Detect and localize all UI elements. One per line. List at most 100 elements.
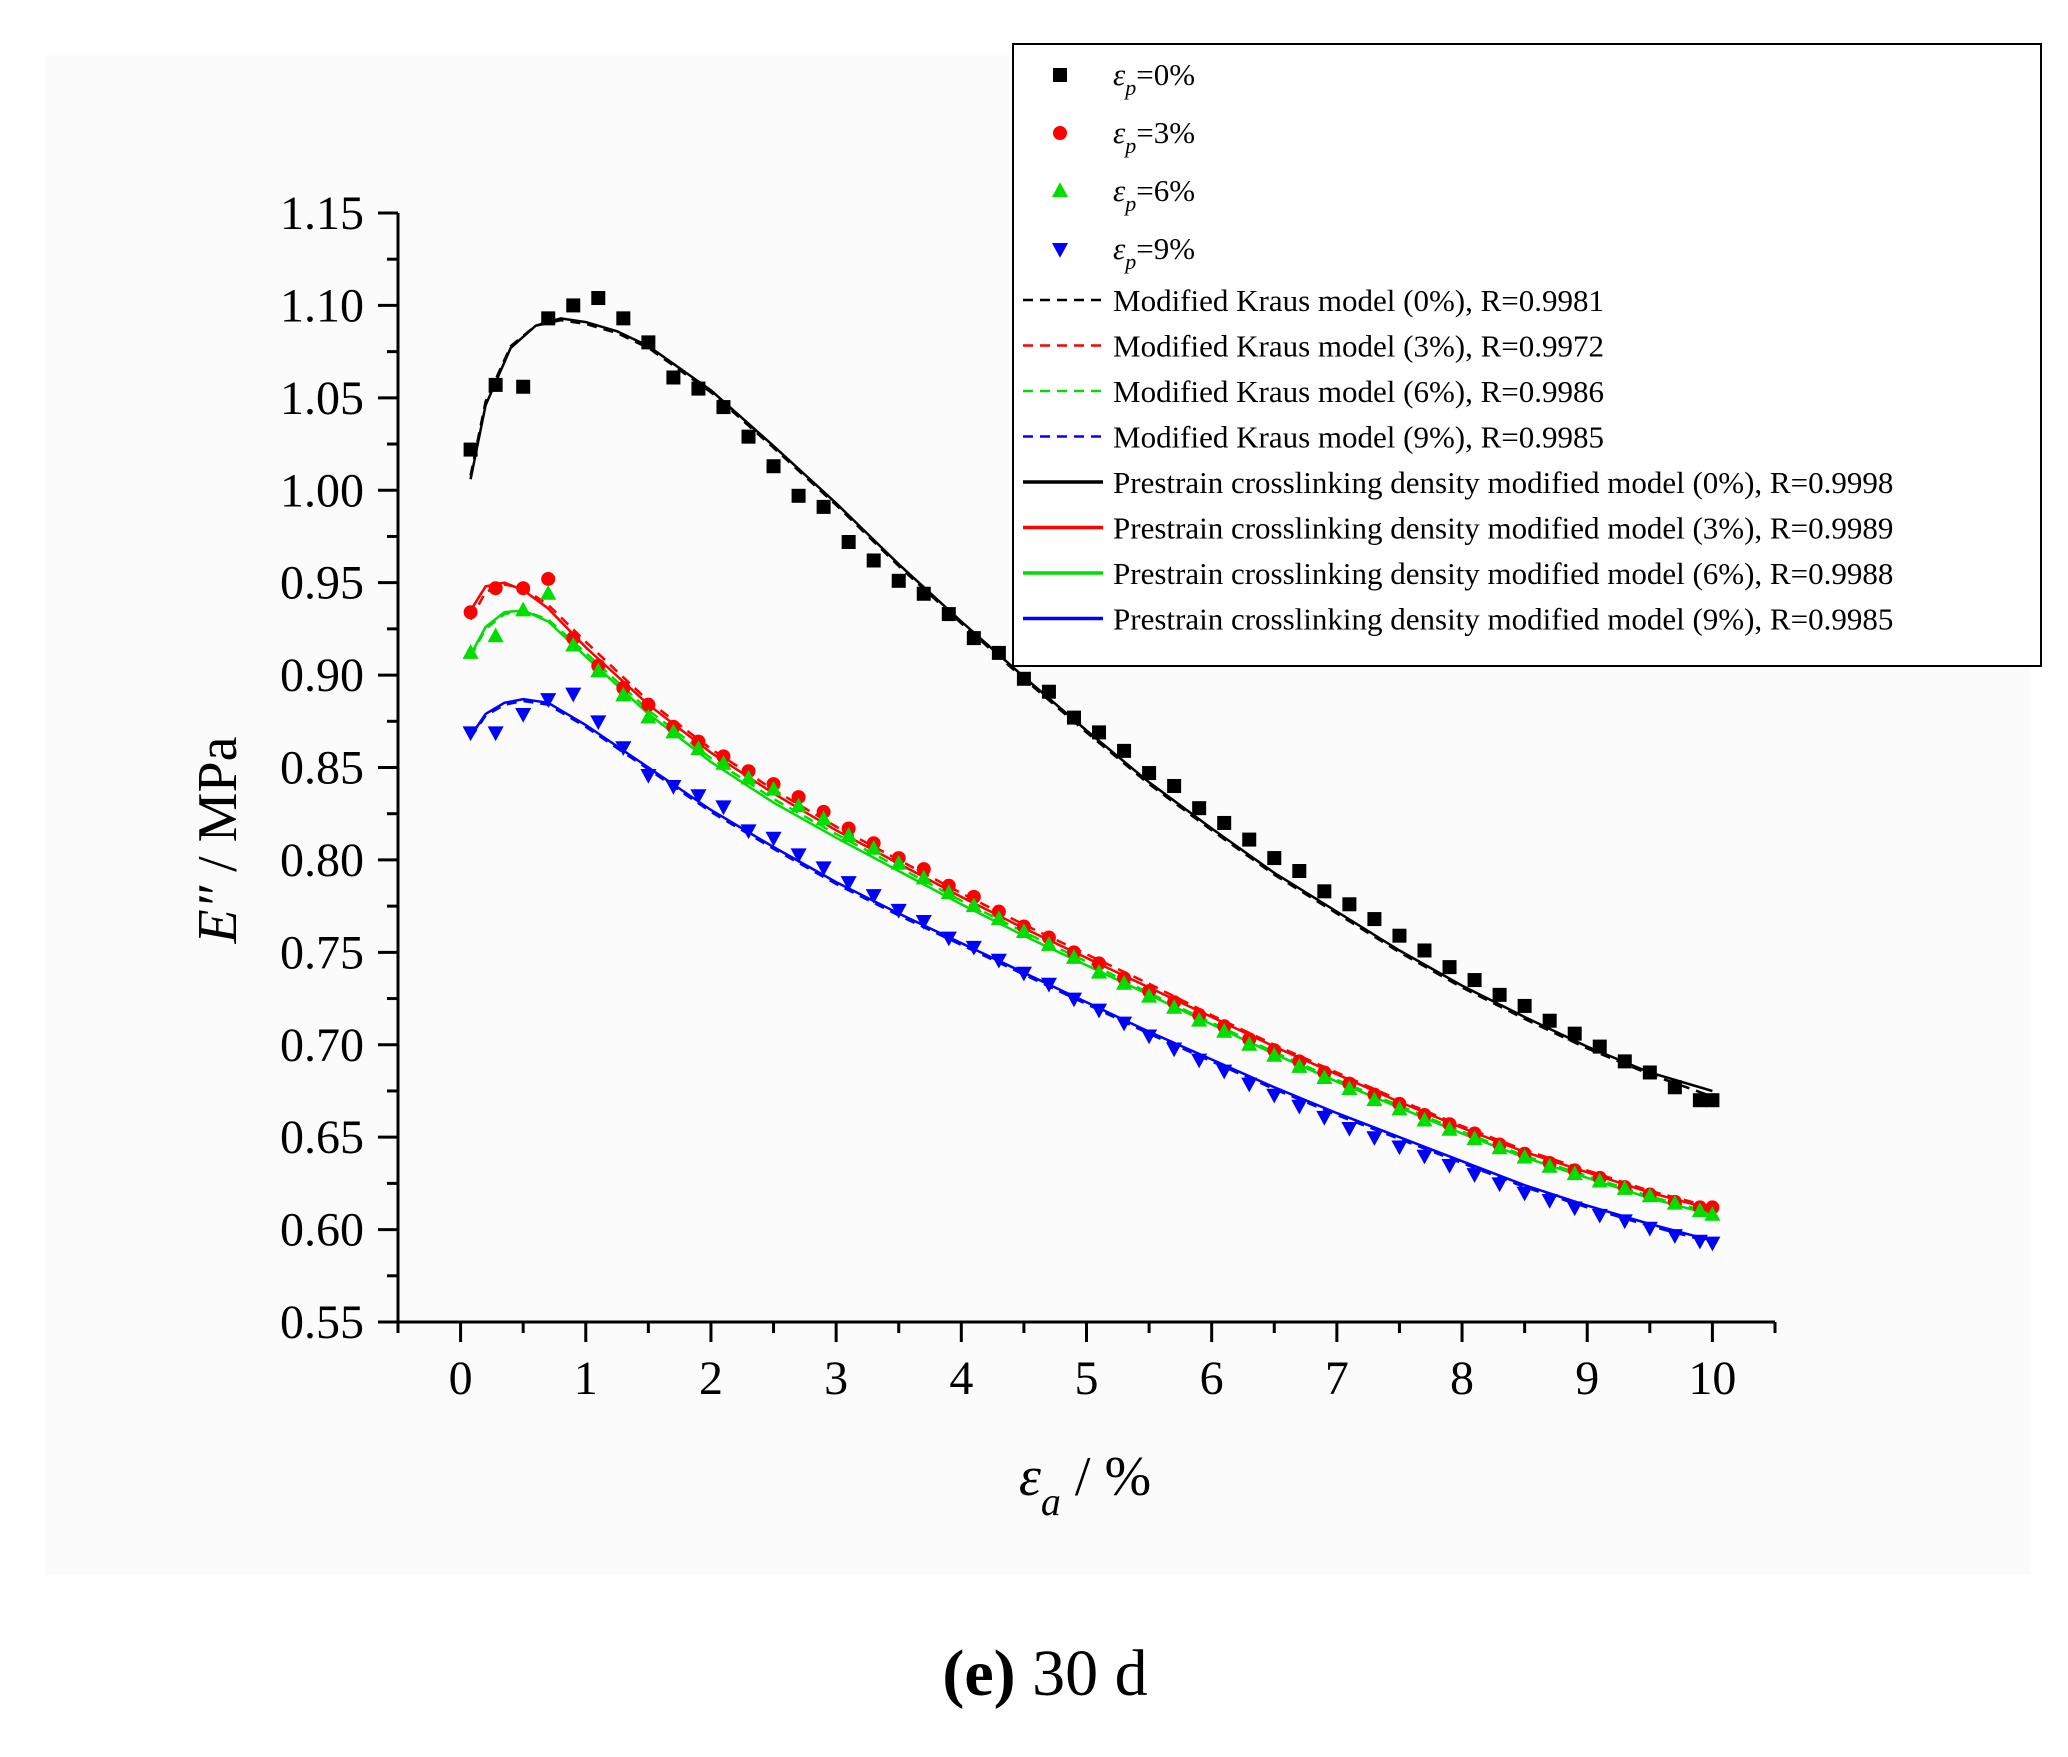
x-axis-title: εa / % <box>1019 1446 1151 1524</box>
data-point <box>1416 1111 1433 1127</box>
data-point <box>1441 1158 1458 1174</box>
y-tick-label: 1.00 <box>280 464 364 517</box>
data-point <box>488 581 503 596</box>
data-point <box>1642 1065 1657 1080</box>
data-point <box>1541 1194 1558 1209</box>
legend-marker-4 <box>1051 243 1069 258</box>
data-point <box>991 645 1006 660</box>
fit-line-1 <box>469 318 1713 1098</box>
data-point <box>516 379 531 394</box>
fit-line-5 <box>469 317 1713 1093</box>
data-point <box>940 884 957 900</box>
data-point <box>841 535 856 550</box>
data-point <box>565 636 582 652</box>
data-point <box>541 311 556 326</box>
data-point <box>541 571 556 586</box>
data-markers <box>462 291 1721 1252</box>
legend-label-3: εp=6% <box>1113 173 1195 216</box>
data-point <box>515 601 532 617</box>
data-point <box>1392 928 1407 943</box>
y-tick-label: 0.95 <box>280 557 364 610</box>
data-point <box>966 631 981 646</box>
data-point <box>890 854 907 870</box>
data-point <box>1466 1168 1483 1183</box>
data-point <box>990 953 1007 969</box>
fit-line-4 <box>469 699 1713 1244</box>
data-point <box>1667 1080 1682 1095</box>
data-point <box>1491 1139 1508 1155</box>
data-point <box>1066 710 1081 725</box>
fit-line-3 <box>469 609 1713 1215</box>
legend-fit-label-7: Prestrain crosslinking density modified … <box>1113 556 1893 591</box>
x-tick-label: 8 <box>1450 1352 1474 1405</box>
data-point <box>890 903 907 919</box>
data-point <box>1316 1110 1333 1126</box>
legend-marker-2 <box>1053 126 1067 140</box>
data-point <box>965 940 982 956</box>
data-point <box>640 768 657 784</box>
data-point <box>1117 743 1132 758</box>
data-point <box>840 876 857 891</box>
legend-marker-1 <box>1053 68 1067 82</box>
series-4-points <box>462 687 1721 1252</box>
y-tick-label: 1.15 <box>280 187 364 240</box>
data-point <box>1040 977 1057 993</box>
data-point <box>1341 1080 1358 1096</box>
data-point <box>487 726 504 742</box>
data-point <box>540 585 557 600</box>
legend-fit-label-8: Prestrain crosslinking density modified … <box>1113 602 1893 637</box>
data-point <box>1191 1053 1208 1069</box>
data-point <box>990 910 1007 926</box>
data-point <box>615 686 632 702</box>
x-tick-label: 5 <box>1075 1352 1099 1405</box>
data-point <box>865 840 882 855</box>
data-point <box>516 581 531 596</box>
data-point <box>1065 992 1083 1008</box>
data-point <box>1192 801 1207 816</box>
series-1-points <box>463 291 1720 1108</box>
legend: εp=0% εp=3% εp=6% εp=9% Modified Kraus model… <box>1012 43 2042 667</box>
data-point <box>1391 1100 1408 1116</box>
data-point <box>1442 960 1457 975</box>
data-point <box>715 755 732 770</box>
data-point <box>1041 684 1056 699</box>
x-tick-label: 10 <box>1688 1352 1736 1405</box>
data-point <box>1704 1236 1721 1252</box>
data-point <box>1692 1093 1707 1108</box>
data-point <box>790 797 807 813</box>
data-point <box>1342 897 1357 912</box>
data-point <box>566 298 581 313</box>
data-point <box>1092 956 1107 971</box>
data-point <box>1292 864 1307 879</box>
data-point <box>1217 815 1232 830</box>
data-point <box>665 723 682 739</box>
data-point <box>765 831 782 847</box>
data-point <box>1666 1194 1683 1210</box>
data-point <box>1291 1058 1308 1073</box>
data-point <box>1266 1088 1283 1104</box>
y-tick-label: 0.70 <box>280 1019 364 1072</box>
data-point <box>1567 1026 1582 1041</box>
data-point <box>641 335 656 350</box>
data-point <box>1566 1165 1583 1181</box>
data-point <box>640 708 657 724</box>
legend-label-1: εp=0% <box>1113 57 1195 100</box>
data-point <box>590 715 607 731</box>
data-point <box>488 377 503 392</box>
y-tick-label: 0.60 <box>280 1204 364 1257</box>
data-point <box>616 311 631 326</box>
legend-marker-3 <box>1051 182 1069 197</box>
data-point <box>1090 963 1108 979</box>
data-point <box>1291 1099 1308 1115</box>
legend-fit-label-2: Modified Kraus model (3%), R=0.9972 <box>1113 329 1604 364</box>
data-point <box>666 370 681 385</box>
data-point <box>791 790 806 805</box>
data-point <box>1416 1149 1433 1165</box>
data-point <box>462 726 479 742</box>
data-point <box>1704 1206 1721 1221</box>
data-point <box>615 741 632 756</box>
x-tick-label: 9 <box>1575 1352 1599 1405</box>
data-point <box>1090 1003 1108 1019</box>
data-point <box>790 848 807 864</box>
